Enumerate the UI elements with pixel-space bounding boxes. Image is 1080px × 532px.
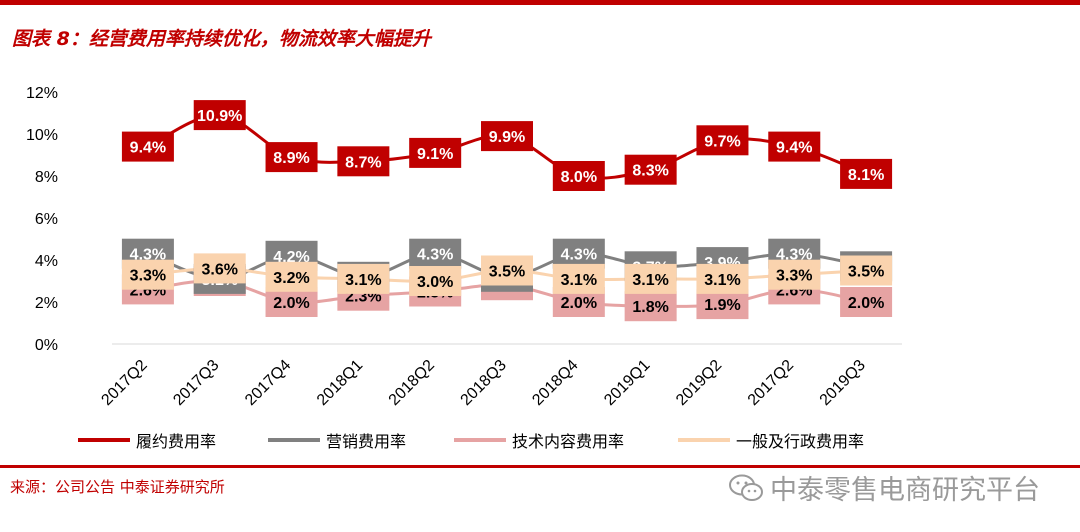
data-label-box — [409, 137, 462, 168]
data-label-box — [265, 287, 318, 317]
data-label-box — [265, 261, 318, 292]
data-label-box — [624, 263, 677, 294]
y-tick-label: 12% — [26, 85, 58, 102]
legend-swatch — [678, 438, 730, 442]
y-tick-label: 2% — [35, 295, 58, 312]
data-label: 3.5% — [489, 264, 525, 281]
data-label: 9.9% — [489, 129, 525, 146]
y-tick-label: 10% — [26, 127, 58, 144]
legend-item-ga: 一般及行政费用率 — [678, 428, 864, 452]
legend-swatch — [454, 438, 506, 442]
legend-swatch — [78, 438, 130, 442]
data-label-box — [768, 131, 821, 162]
legend-item-marketing: 营销费用率 — [268, 428, 406, 452]
legend-label: 营销费用率 — [326, 432, 407, 451]
footer-rule — [0, 465, 1080, 468]
data-label: 1.8% — [632, 299, 668, 316]
data-label: 2.0% — [561, 295, 597, 312]
data-label-box — [552, 238, 605, 269]
data-label-box — [265, 142, 318, 173]
data-label: 3.5% — [848, 264, 884, 281]
data-label-box — [552, 161, 605, 191]
data-label-box — [840, 158, 893, 189]
x-tick-label: 2018Q4 — [529, 357, 581, 409]
top-accent-bar — [0, 0, 1080, 5]
data-label: 4.3% — [417, 247, 453, 264]
data-label: 4.3% — [776, 247, 812, 264]
data-label-box — [696, 289, 749, 320]
data-label: 3.3% — [776, 268, 812, 285]
legend-swatch — [268, 438, 320, 442]
data-label-box — [696, 263, 749, 294]
source-note: 来源：公司公告 中泰证券研究所 — [10, 478, 225, 496]
x-tick-label: 2018Q1 — [314, 357, 366, 409]
legend-label: 技术内容费用率 — [512, 432, 625, 451]
data-label: 3.6% — [201, 261, 237, 278]
data-label-box — [481, 121, 533, 152]
chart-title: 图表 8：经营费用率持续优化，物流效率大幅提升 — [12, 28, 431, 50]
data-label: 3.1% — [561, 272, 597, 289]
watermark-text: 中泰零售电商研究平台 — [770, 475, 1040, 506]
legend-label: 履约费用率 — [136, 432, 217, 451]
data-label: 9.4% — [130, 140, 166, 157]
data-label-box — [768, 259, 821, 290]
data-label: 8.9% — [273, 150, 309, 167]
data-label-box — [696, 125, 749, 156]
wechat-icon — [729, 474, 763, 501]
data-label-box — [193, 100, 246, 131]
data-label-box — [624, 291, 677, 322]
data-label: 2.0% — [848, 295, 884, 312]
data-label-box — [193, 253, 246, 284]
y-tick-label: 4% — [35, 253, 58, 270]
data-label: 8.3% — [632, 163, 668, 180]
data-label: 3.1% — [704, 272, 740, 289]
data-label-box — [840, 255, 893, 286]
data-label-box — [409, 266, 462, 296]
data-label: 10.9% — [197, 108, 242, 125]
data-label: 9.4% — [776, 140, 812, 157]
x-tick-label: 2017Q3 — [170, 357, 222, 409]
data-label-box — [337, 146, 390, 177]
data-label-box — [337, 263, 390, 294]
x-tick-label: 2018Q3 — [458, 357, 510, 409]
data-label: 3.0% — [417, 274, 453, 291]
y-tick-label: 6% — [35, 211, 58, 228]
watermark: 中泰零售电商研究平台 — [728, 468, 1040, 507]
x-tick-label: 2017Q2 — [98, 357, 150, 409]
data-label-box — [409, 238, 462, 269]
y-tick-label: 0% — [35, 337, 58, 354]
legend-item-tech: 技术内容费用率 — [454, 428, 624, 452]
data-label: 1.9% — [704, 297, 740, 314]
data-label-box — [121, 259, 174, 290]
data-label: 3.1% — [345, 272, 381, 289]
data-label: 8.0% — [561, 169, 597, 186]
data-label: 9.7% — [704, 133, 740, 150]
data-label: 8.7% — [345, 154, 381, 171]
data-label: 9.1% — [417, 146, 453, 163]
data-label: 2.0% — [273, 295, 309, 312]
data-label: 4.2% — [273, 249, 309, 266]
data-label-box — [624, 154, 677, 185]
legend-label: 一般及行政费用率 — [736, 432, 865, 451]
data-label-box — [840, 287, 893, 317]
data-label-box — [121, 131, 174, 162]
x-tick-label: 2019Q2 — [673, 357, 725, 409]
data-label: 3.3% — [130, 268, 166, 285]
data-label: 8.1% — [848, 167, 884, 184]
data-label-box — [552, 263, 605, 294]
data-label: 4.3% — [130, 247, 166, 264]
data-label-box — [481, 255, 533, 286]
legend: 履约费用率 营销费用率 技术内容费用率 一般及行政费用率 — [78, 428, 958, 454]
x-tick-label: 2019Q3 — [817, 357, 869, 409]
data-label: 3.2% — [273, 270, 309, 287]
x-tick-label: 2019Q1 — [601, 357, 653, 409]
y-tick-label: 8% — [35, 169, 58, 186]
legend-item-fulfillment: 履约费用率 — [78, 428, 216, 452]
data-label: 3.1% — [632, 272, 668, 289]
x-tick-label: 2017Q4 — [242, 357, 294, 409]
chart-area: 0% 2% 4% 6% 8% 10% 12% 2017Q2 2017Q3 2017Q4 2018Q1… — [26, 85, 902, 409]
x-tick-label: 2018Q2 — [386, 357, 438, 409]
data-label: 4.3% — [561, 247, 597, 264]
x-tick-label: 2017Q2 — [745, 357, 797, 409]
